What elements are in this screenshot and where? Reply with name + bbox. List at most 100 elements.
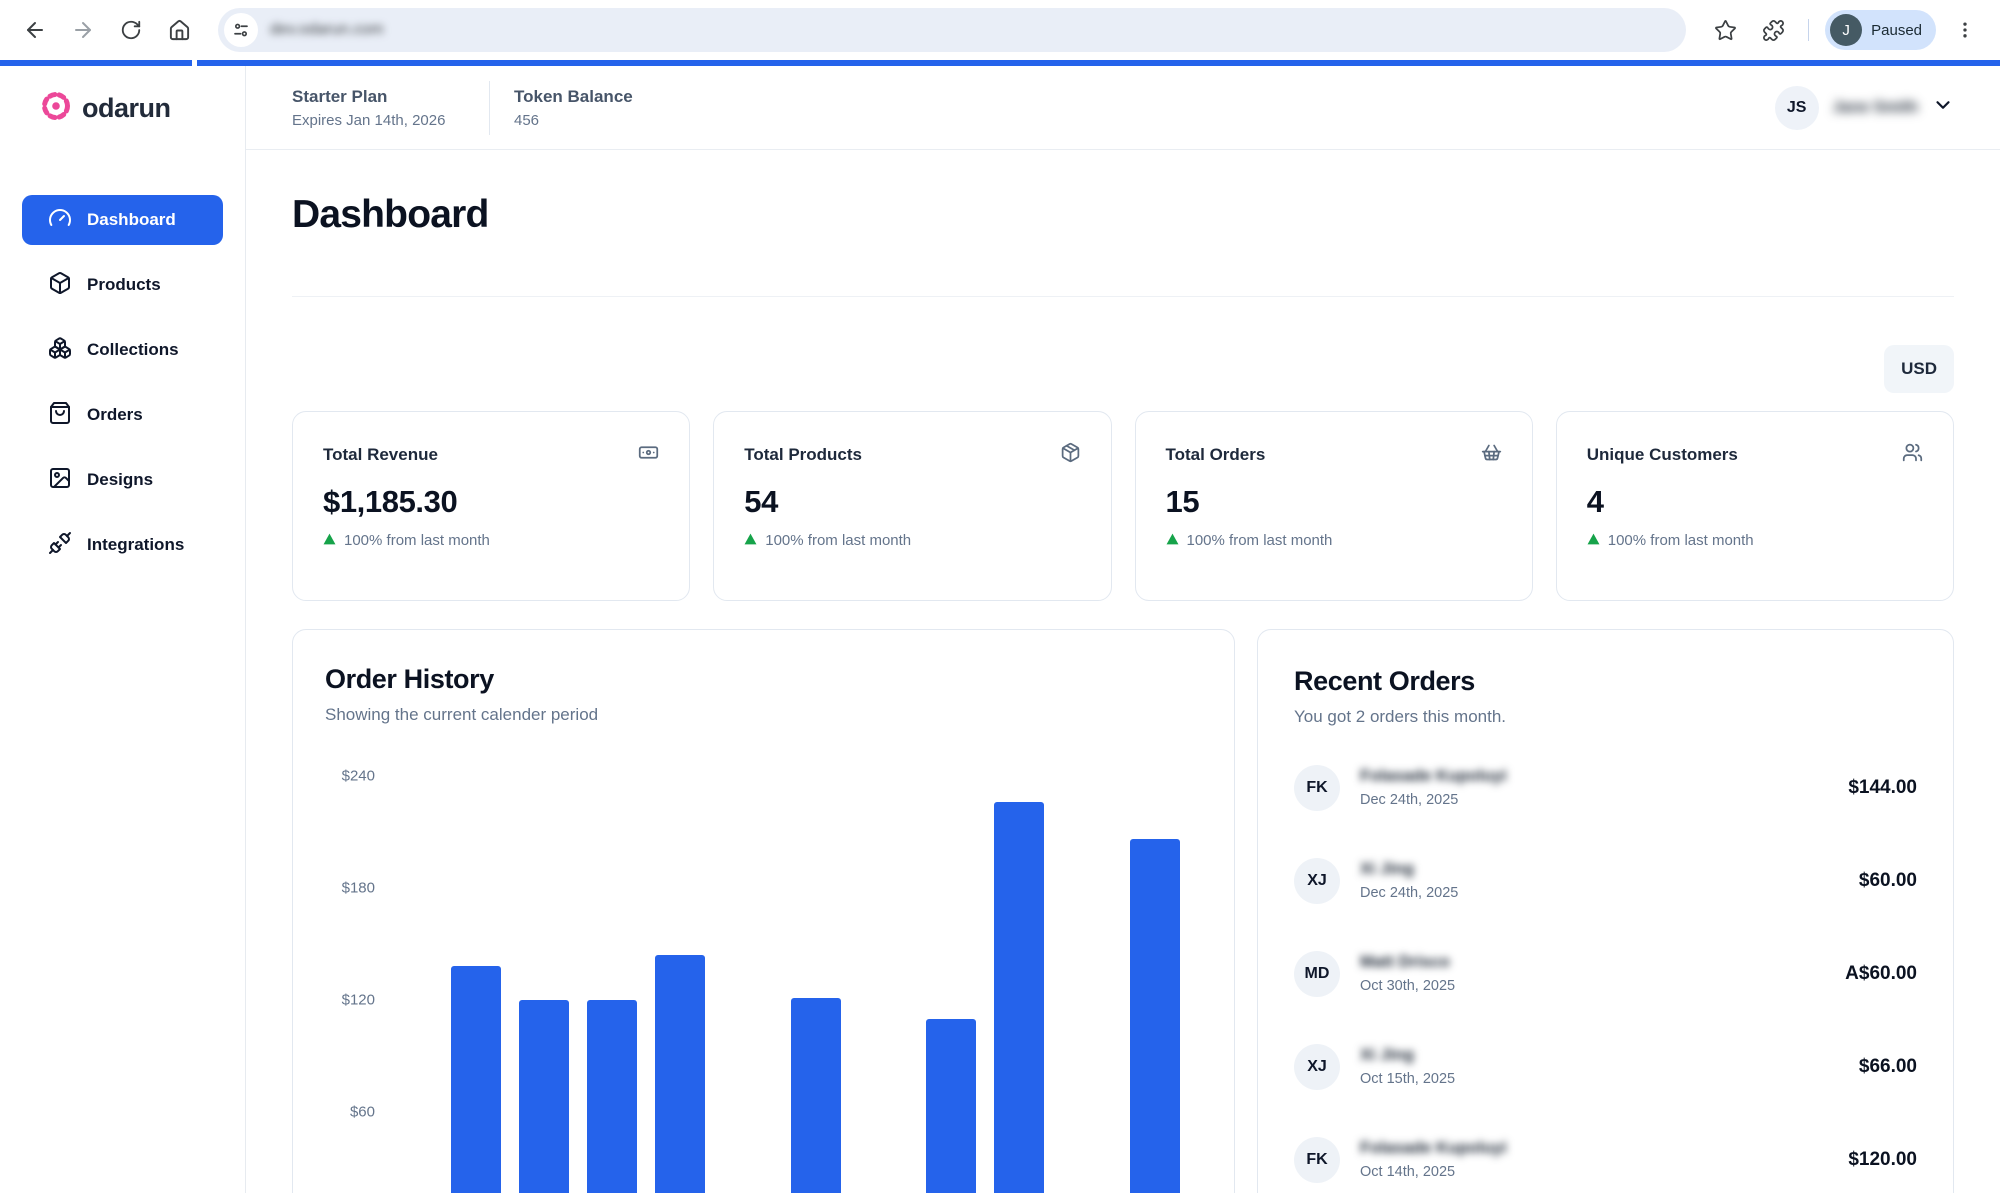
order-amount: $60.00 [1858, 869, 1917, 891]
plan-title: Starter Plan [292, 86, 388, 106]
trend-up-icon [323, 532, 336, 549]
trend-up-icon [1166, 532, 1179, 549]
home-button[interactable] [160, 11, 198, 49]
customer-avatar: FK [1294, 1136, 1340, 1183]
app-header: Starter Plan Expires Jan 14th, 2026 Toke… [246, 66, 2000, 150]
order-history-bar [518, 1000, 569, 1193]
token-balance-value: 456 [514, 111, 540, 129]
order-row: XJ Xi Jing Dec 24th, 2025 $60.00 [1294, 834, 1917, 927]
box-icon [48, 271, 72, 300]
basket-icon [1481, 442, 1502, 468]
sidebar-item-orders[interactable]: Orders [22, 390, 223, 440]
order-history-title: Order History [325, 664, 494, 694]
order-row: FK Folasade Kupoluyi Oct 14th, 2025 $120… [1294, 1113, 1917, 1193]
sidebar-item-label: Dashboard [87, 210, 176, 229]
y-axis-tick: $60 [349, 1103, 375, 1121]
plan-expiry: Expires Jan 14th, 2026 [292, 111, 446, 129]
y-axis-tick: $180 [341, 879, 375, 897]
stat-label: Total Revenue [323, 445, 438, 464]
sidebar-item-dashboard[interactable]: Dashboard [22, 195, 223, 245]
arrow-right-icon [71, 18, 95, 42]
customer-name: Xi Jing [1360, 860, 1415, 878]
token-balance: Token Balance 456 [514, 87, 633, 129]
package-icon [1060, 442, 1081, 468]
users-icon [1902, 442, 1923, 468]
recent-orders-title: Recent Orders [1294, 666, 1475, 696]
stat-card-total-products: Total Products 54 100% from last month [713, 411, 1112, 601]
browser-profile-avatar: J [1830, 14, 1863, 46]
order-date: Dec 24th, 2025 [1360, 885, 1459, 901]
sidebar-item-collections[interactable]: Collections [22, 325, 223, 375]
customer-name: Folasade Kupoluyi [1360, 767, 1507, 785]
forward-button[interactable] [64, 11, 102, 49]
sidebar-item-label: Products [87, 275, 161, 294]
customer-avatar: MD [1294, 950, 1340, 997]
recent-orders-subtitle: You got 2 orders this month. [1294, 707, 1507, 726]
currency-selector[interactable]: USD [1884, 345, 1954, 393]
customer-name: Xi Jing [1360, 1046, 1415, 1064]
trend-up-icon [1587, 532, 1600, 549]
order-row: XJ Xi Jing Oct 15th, 2025 $66.00 [1294, 1020, 1917, 1113]
order-history-bar [994, 802, 1045, 1193]
stat-label: Unique Customers [1586, 445, 1738, 464]
order-amount: $144.00 [1848, 776, 1917, 798]
recent-orders-list: FK Folasade Kupoluyi Dec 24th, 2025 $144… [1294, 741, 1917, 1193]
sidebar-item-label: Integrations [87, 535, 185, 554]
customer-avatar: XJ [1294, 857, 1340, 904]
sidebar-item-designs[interactable]: Designs [22, 455, 223, 505]
sidebar-item-integrations[interactable]: Integrations [22, 520, 223, 570]
order-history-bar [451, 966, 501, 1193]
order-history-bar [926, 1018, 977, 1193]
token-balance-title: Token Balance [514, 86, 633, 106]
browser-profile-chip[interactable]: J Paused [1825, 10, 1936, 50]
stat-label: Total Products [744, 445, 862, 464]
customer-name: Matt Drisco [1360, 953, 1450, 971]
plug-icon [48, 531, 72, 560]
order-history-bar [654, 955, 705, 1193]
order-row: MD Matt Drisco Oct 30th, 2025 A$60.00 [1294, 927, 1917, 1020]
chevron-down-icon [1932, 94, 1954, 121]
reload-button[interactable] [112, 11, 150, 49]
stat-card-unique-customers: Unique Customers 4 100% from last month [1555, 411, 1954, 601]
order-date: Oct 15th, 2025 [1360, 1071, 1456, 1087]
order-history-plot: $240 $180 $120 $60 [293, 630, 1234, 1193]
sidebar-item-products[interactable]: Products [22, 260, 223, 310]
boxes-icon [48, 336, 72, 365]
banknote-icon [638, 442, 659, 468]
stat-label: Total Orders [1165, 445, 1266, 464]
user-menu[interactable]: JS Jane Smith [1774, 85, 1954, 130]
title-divider [292, 296, 1954, 297]
order-history-bar [586, 1000, 637, 1193]
browser-toolbar: dev.odarun.com J Paused [0, 0, 2000, 60]
gauge-icon [48, 206, 72, 235]
bookmark-button[interactable] [1706, 11, 1744, 49]
page-accent-bar [0, 60, 2000, 66]
extensions-button[interactable] [1754, 11, 1792, 49]
stat-value: $1,185.30 [323, 484, 458, 519]
url-text: dev.odarun.com [270, 21, 384, 38]
order-amount: $66.00 [1858, 1055, 1917, 1077]
back-button[interactable] [16, 11, 54, 49]
site-settings-icon[interactable] [224, 13, 258, 47]
plan-info: Starter Plan Expires Jan 14th, 2026 [292, 87, 489, 129]
toolbar-divider [1808, 19, 1810, 41]
recent-orders-card: Recent Orders You got 2 orders this mont… [1257, 629, 1954, 1193]
logo[interactable]: odarun [0, 66, 245, 150]
stat-delta-text: 100% from last month [1607, 532, 1754, 549]
customer-avatar: FK [1294, 764, 1340, 811]
address-bar[interactable]: dev.odarun.com [218, 8, 1687, 52]
sidebar: odarun Dashboard Products Collections Or… [0, 66, 246, 1193]
sidebar-item-label: Orders [87, 405, 143, 424]
stat-delta-text: 100% from last month [1186, 532, 1333, 549]
stat-value: 4 [1586, 484, 1604, 519]
order-history-subtitle: Showing the current calender period [325, 705, 599, 724]
trend-up-icon [744, 532, 757, 549]
user-avatar: JS [1774, 85, 1819, 130]
customer-avatar: XJ [1294, 1043, 1340, 1090]
profile-status-label: Paused [1871, 21, 1922, 39]
star-icon [1714, 19, 1737, 42]
stat-delta-text: 100% from last month [344, 532, 490, 549]
browser-menu-button[interactable] [1946, 11, 1984, 49]
sidebar-item-label: Designs [87, 470, 154, 489]
order-date: Oct 30th, 2025 [1360, 978, 1456, 994]
